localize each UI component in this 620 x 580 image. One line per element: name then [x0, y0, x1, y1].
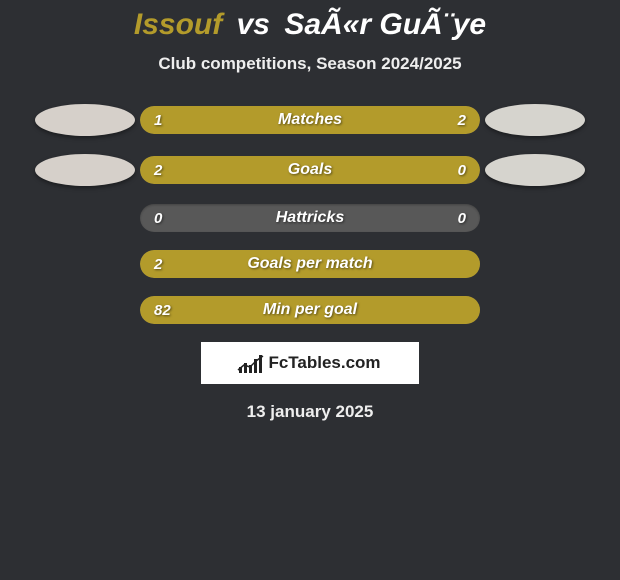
stat-row: 0 0Hattricks	[0, 204, 620, 232]
stat-bar: 12Matches	[140, 106, 480, 134]
stat-row: 2Goals per match	[0, 250, 620, 278]
bar-left-fill	[140, 250, 480, 278]
stat-value-right: 0	[458, 156, 466, 184]
player2-avatar	[485, 154, 585, 186]
title-player1: Issouf	[134, 8, 222, 41]
stat-value-left: 2	[154, 156, 162, 184]
bar-right-fill	[405, 156, 480, 184]
stat-bar: 82Min per goal	[140, 296, 480, 324]
bar-right-fill	[252, 106, 480, 134]
stat-value-right: 2	[458, 106, 466, 134]
bar-left-fill	[140, 296, 480, 324]
stats-rows: 12Matches20Goals00Hattricks2Goals per ma…	[0, 104, 620, 324]
stat-value-left: 82	[154, 296, 171, 324]
player2-avatar	[485, 104, 585, 136]
player1-avatar	[35, 104, 135, 136]
stat-value-right: 0	[458, 204, 466, 232]
stat-row: 20Goals	[0, 154, 620, 186]
avatar-slot-right	[480, 154, 590, 186]
bar-left-fill	[140, 156, 405, 184]
subtitle: Club competitions, Season 2024/2025	[0, 54, 620, 74]
stat-value-left: 0	[154, 204, 162, 232]
stat-bar: 20Goals	[140, 156, 480, 184]
title-vs: vs	[237, 8, 270, 41]
avatar-slot-right	[480, 104, 590, 136]
title-player2: SaÃ«r GuÃ¨ye	[284, 8, 486, 41]
brand-text: FcTables.com	[268, 353, 380, 373]
brand-box: FcTables.com	[201, 342, 419, 384]
avatar-slot-left	[30, 104, 140, 136]
player1-avatar	[35, 154, 135, 186]
stat-row: 12Matches	[0, 104, 620, 136]
stat-row: 82Min per goal	[0, 296, 620, 324]
stat-value-left: 2	[154, 250, 162, 278]
comparison-widget: Issouf vs SaÃ«r GuÃ¨ye Club competitions…	[0, 0, 620, 422]
stat-bar: 0 0Hattricks	[140, 204, 480, 232]
chart-icon	[239, 353, 262, 373]
stat-value-left: 1	[154, 106, 162, 134]
stat-bar: 2Goals per match	[140, 250, 480, 278]
title: Issouf vs SaÃ«r GuÃ¨ye	[0, 8, 620, 42]
avatar-slot-left	[30, 154, 140, 186]
stat-label: Hattricks	[140, 204, 480, 232]
date: 13 january 2025	[0, 402, 620, 422]
